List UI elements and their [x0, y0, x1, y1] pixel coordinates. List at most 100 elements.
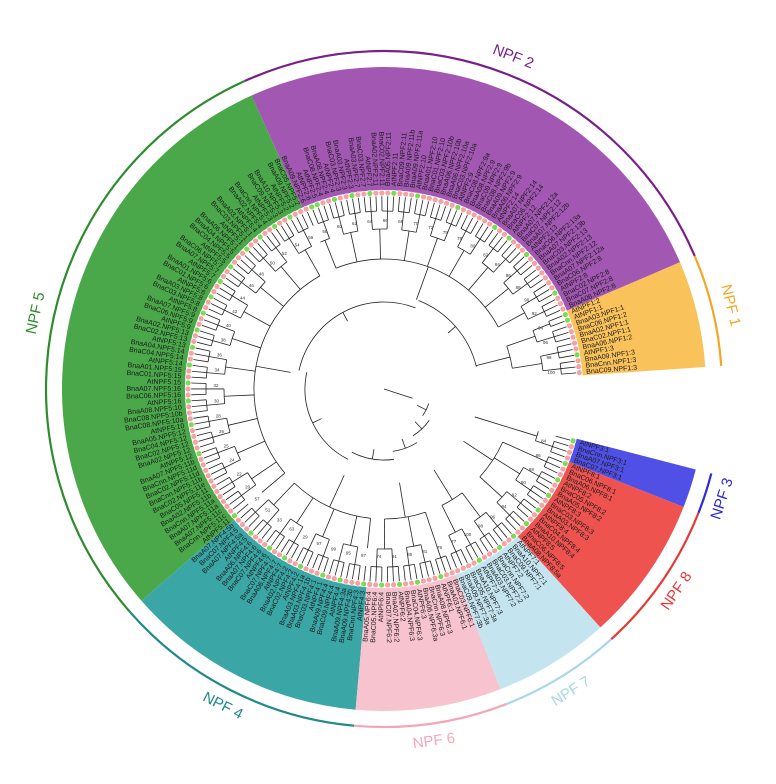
bootstrap-value: 84 [541, 439, 547, 444]
root-branch [384, 389, 413, 398]
group-label: NPF 2 [490, 41, 536, 72]
brassica-marker-icon [546, 280, 552, 286]
branch-tip [347, 564, 350, 579]
branch-tip [436, 559, 440, 573]
branch-tip [498, 240, 508, 252]
bootstrap-value: 63 [289, 527, 295, 532]
bootstrap-value: 22 [237, 471, 243, 476]
brassica-marker-icon [200, 462, 206, 468]
brassica-marker-icon [460, 565, 466, 571]
clade-stem [308, 534, 316, 550]
branch-tip [276, 537, 284, 549]
brassica-marker-icon [337, 195, 343, 201]
bootstrap-value: 80 [470, 244, 476, 249]
branch-tip [430, 203, 434, 217]
group-arc-npf3 [699, 473, 712, 512]
bootstrap-value: 84 [495, 262, 501, 267]
clade-connector [418, 300, 476, 366]
arabidopsis-marker-icon [190, 344, 196, 350]
branch-tip [211, 303, 224, 310]
brassica-marker-icon [191, 433, 197, 439]
branch-tip [551, 452, 565, 457]
arabidopsis-marker-icon [415, 579, 421, 585]
branch-tip [524, 270, 536, 279]
branch-tip [245, 512, 256, 522]
clade-connector [336, 259, 498, 327]
branch-tip [200, 331, 214, 336]
clade-connector [299, 302, 416, 370]
brassica-marker-icon [277, 552, 283, 558]
branch-tip [195, 427, 210, 430]
branch-tip [480, 226, 488, 239]
brassica-marker-icon [205, 473, 211, 479]
clade-stem [508, 427, 537, 436]
group-label: NPF 8 [657, 569, 695, 614]
branch-tip [324, 558, 329, 572]
branch-tip [297, 548, 304, 561]
bootstrap-value: 66 [383, 218, 389, 223]
branch-tip [441, 558, 446, 572]
clade-stem [480, 477, 502, 497]
branch-tip [552, 447, 566, 452]
group-label: NPF 7 [548, 673, 593, 710]
bootstrap-value: 36 [217, 352, 223, 357]
arabidopsis-marker-icon [492, 224, 498, 230]
branch-tip [415, 199, 418, 214]
brassica-marker-icon [287, 558, 293, 564]
branch-tip [302, 550, 308, 564]
clade-stem [476, 357, 510, 366]
bootstrap-value: 86 [536, 453, 542, 458]
brassica-marker-icon [482, 554, 488, 560]
branch-tip [480, 539, 488, 552]
branch-tip [404, 197, 406, 212]
branch-tip [286, 223, 294, 236]
branch-tip [493, 530, 502, 542]
brassica-marker-icon [217, 494, 223, 500]
brassica-marker-icon [542, 497, 548, 503]
branch-tip [544, 467, 557, 474]
brassica-marker-icon [549, 285, 555, 291]
brassica-marker-icon [361, 191, 367, 197]
arabidopsis-marker-icon [194, 327, 200, 333]
brassica-marker-icon [409, 192, 415, 198]
bootstrap-value: 51 [265, 507, 271, 512]
brassica-marker-icon [303, 206, 309, 212]
bootstrap-value: 97 [317, 541, 323, 546]
branch-tip [456, 552, 462, 566]
brassica-marker-icon [409, 580, 415, 586]
arabidopsis-marker-icon [332, 196, 338, 202]
branch-tip [341, 562, 344, 577]
arabidopsis-marker-icon [397, 581, 403, 587]
branch-tip [220, 288, 233, 296]
clade-stem [512, 363, 542, 368]
bootstrap-value: 57 [255, 496, 261, 501]
clade-stem [494, 458, 519, 474]
bootstrap-value: 91 [392, 554, 398, 559]
branch-tip [214, 298, 227, 305]
bootstrap-value: 24 [229, 458, 235, 463]
bootstrap-value: 58 [322, 229, 328, 234]
clade-stem [244, 312, 270, 327]
branch-tip [554, 441, 568, 445]
branch-tip [192, 405, 207, 406]
branch-tip [436, 204, 440, 218]
brassica-marker-icon [185, 374, 191, 380]
branch-tip [549, 457, 563, 463]
bootstrap-value: 54 [295, 242, 301, 247]
branch-tip [542, 472, 555, 479]
brassica-marker-icon [208, 478, 214, 484]
branch-tip [398, 197, 399, 212]
bootstrap-value: 26 [219, 429, 225, 434]
arabidopsis-marker-icon [298, 563, 304, 569]
brassica-marker-icon [292, 211, 298, 217]
clade-stem [232, 338, 260, 347]
brassica-marker-icon [455, 568, 461, 574]
branch-tip [286, 542, 294, 555]
branch-tip [249, 251, 260, 262]
branch-tip [241, 260, 252, 270]
brassica-marker-icon [449, 570, 455, 576]
brassica-marker-icon [194, 445, 200, 451]
branch-tip [219, 482, 232, 490]
brassica-marker-icon [187, 416, 193, 422]
clade-stem [425, 512, 435, 540]
